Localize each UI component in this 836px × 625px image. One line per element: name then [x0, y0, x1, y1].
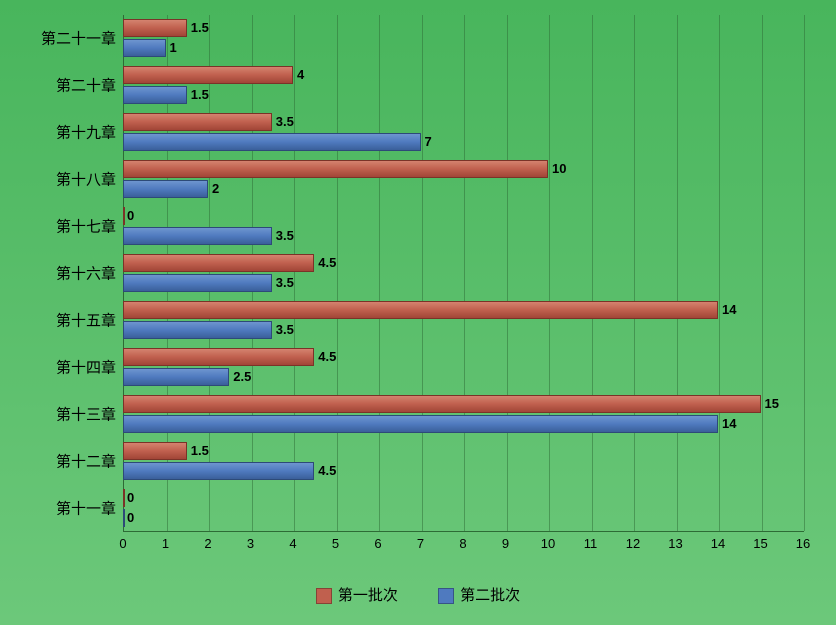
gridline [677, 15, 678, 531]
category-label: 第十六章 [56, 263, 116, 284]
data-label-series1: 4.5 [318, 255, 336, 270]
bar-series2 [123, 274, 272, 292]
legend-item-series1: 第一批次 [316, 584, 398, 605]
x-tick-label: 1 [156, 536, 176, 551]
x-tick-label: 5 [326, 536, 346, 551]
bar-series1 [123, 489, 125, 507]
x-tick-label: 0 [113, 536, 133, 551]
gridline [422, 15, 423, 531]
x-tick-label: 6 [368, 536, 388, 551]
category-label: 第二十章 [56, 75, 116, 96]
data-label-series2: 1 [170, 40, 177, 55]
x-tick-label: 2 [198, 536, 218, 551]
gridline [379, 15, 380, 531]
data-label-series2: 2 [212, 181, 219, 196]
gridline [719, 15, 720, 531]
legend-label-series2: 第二批次 [460, 587, 520, 604]
data-label-series1: 4.5 [318, 349, 336, 364]
data-label-series1: 1.5 [191, 20, 209, 35]
category-label: 第十二章 [56, 450, 116, 471]
bar-series2 [123, 462, 314, 480]
data-label-series1: 3.5 [276, 114, 294, 129]
legend-swatch-series2 [438, 588, 454, 604]
data-label-series2: 0 [127, 510, 134, 525]
gridline [592, 15, 593, 531]
category-label: 第十七章 [56, 216, 116, 237]
data-label-series1: 1.5 [191, 443, 209, 458]
x-tick-label: 3 [241, 536, 261, 551]
bar-series1 [123, 207, 125, 225]
x-tick-label: 11 [581, 536, 601, 551]
data-label-series2: 7 [425, 134, 432, 149]
data-label-series1: 0 [127, 490, 134, 505]
gridline [464, 15, 465, 531]
gridline [507, 15, 508, 531]
bar-series1 [123, 160, 548, 178]
bar-series2 [123, 227, 272, 245]
x-tick-label: 9 [496, 536, 516, 551]
bar-series2 [123, 86, 187, 104]
category-label: 第十八章 [56, 169, 116, 190]
bar-series1 [123, 19, 187, 37]
category-label: 第十九章 [56, 122, 116, 143]
bar-series2 [123, 180, 208, 198]
category-label: 第十三章 [56, 403, 116, 424]
data-label-series2: 14 [722, 416, 736, 431]
bar-series1 [123, 395, 761, 413]
legend-label-series1: 第一批次 [338, 587, 398, 604]
chart-container: 第一批次 第二批次 012345678910111213141516第二十一章1… [0, 0, 836, 625]
bar-series1 [123, 301, 718, 319]
category-label: 第二十一章 [41, 28, 116, 49]
bar-series1 [123, 348, 314, 366]
data-label-series1: 15 [765, 396, 779, 411]
bar-series1 [123, 254, 314, 272]
gridline [337, 15, 338, 531]
category-label: 第十一章 [56, 497, 116, 518]
category-label: 第十四章 [56, 356, 116, 377]
bar-series2 [123, 321, 272, 339]
legend: 第一批次 第二批次 [0, 584, 836, 605]
bar-series1 [123, 113, 272, 131]
legend-item-series2: 第二批次 [438, 584, 520, 605]
data-label-series1: 0 [127, 208, 134, 223]
data-label-series2: 1.5 [191, 87, 209, 102]
bar-series2 [123, 368, 229, 386]
data-label-series1: 4 [297, 67, 304, 82]
gridline [252, 15, 253, 531]
category-label: 第十五章 [56, 309, 116, 330]
x-tick-label: 4 [283, 536, 303, 551]
data-label-series2: 2.5 [233, 369, 251, 384]
data-label-series2: 3.5 [276, 275, 294, 290]
gridline [762, 15, 763, 531]
data-label-series1: 14 [722, 302, 736, 317]
gridline [549, 15, 550, 531]
x-tick-label: 8 [453, 536, 473, 551]
data-label-series2: 3.5 [276, 228, 294, 243]
x-tick-label: 7 [411, 536, 431, 551]
data-label-series2: 3.5 [276, 322, 294, 337]
x-tick-label: 15 [751, 536, 771, 551]
gridline [634, 15, 635, 531]
x-tick-label: 14 [708, 536, 728, 551]
gridline [294, 15, 295, 531]
x-tick-label: 10 [538, 536, 558, 551]
data-label-series1: 10 [552, 161, 566, 176]
x-tick-label: 16 [793, 536, 813, 551]
bar-series1 [123, 66, 293, 84]
bar-series1 [123, 442, 187, 460]
gridline [209, 15, 210, 531]
legend-swatch-series1 [316, 588, 332, 604]
data-label-series2: 4.5 [318, 463, 336, 478]
bar-series2 [123, 415, 718, 433]
bar-series2 [123, 39, 166, 57]
x-tick-label: 13 [666, 536, 686, 551]
gridline [804, 15, 805, 531]
bar-series2 [123, 133, 421, 151]
bar-series2 [123, 509, 125, 527]
x-tick-label: 12 [623, 536, 643, 551]
